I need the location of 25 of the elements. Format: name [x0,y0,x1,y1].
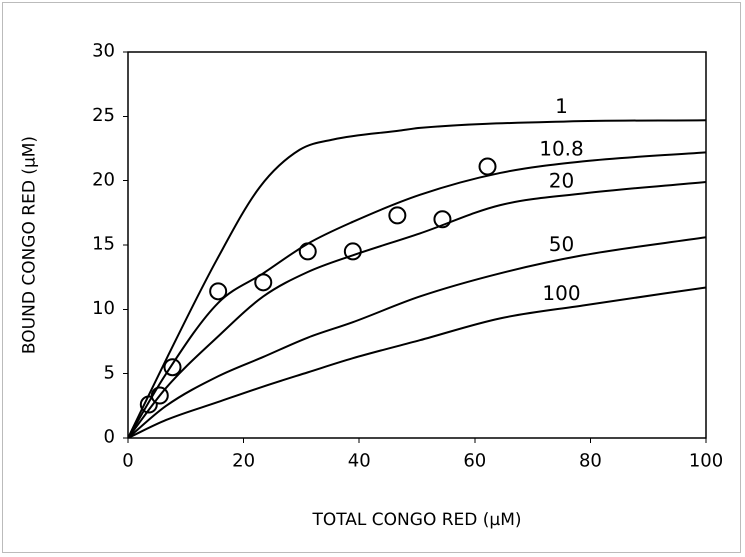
y-tick-label: 10 [92,298,115,320]
point [388,206,406,224]
x-tick-label: 0 [122,450,134,472]
y-tick-label: 20 [92,169,115,190]
point [254,273,272,292]
y-tick-label: 25 [92,105,115,126]
x-axis-title: TOTAL CONGO RED (μM) [311,510,522,530]
point [478,158,497,176]
series-label: 100 [542,281,581,306]
y-tick-label: 0 [104,426,115,448]
point [209,282,228,300]
x-tick-label: 20 [232,450,256,472]
y-tick-label: 15 [92,234,115,255]
x-tick-label: 60 [463,450,486,472]
series-label: 10.8 [539,136,584,161]
series-label: 50 [548,232,574,256]
series-label: 20 [548,168,574,193]
x-tick-label: 40 [348,450,371,472]
x-tick-label: 100 [688,450,724,472]
y-tick-label: 30 [92,40,115,62]
y-tick-label: 5 [104,362,115,384]
y-axis-title: BOUND CONGO RED (μM) [20,136,40,354]
x-tick-label: 80 [578,450,602,472]
series-label: 1 [555,94,568,118]
point [298,242,317,260]
